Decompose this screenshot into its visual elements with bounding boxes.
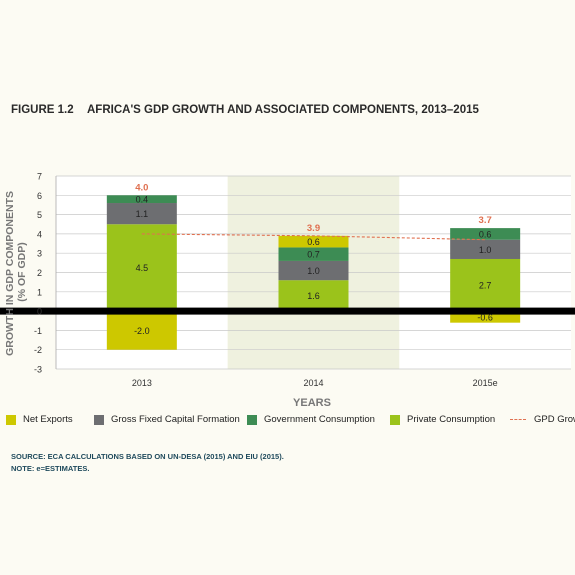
bar-segment-government-consumption-2015e: [450, 228, 521, 240]
legend-label-gross-fixed-capital-formation: Gross Fixed Capital Formation: [111, 414, 240, 425]
data-label: 0.6: [479, 229, 492, 239]
gdp-growth-line: [141, 233, 486, 241]
bar-segment-net-exports-2015e: [450, 311, 521, 323]
data-label: 1.6: [307, 291, 320, 301]
x-tick-label: 2014: [303, 378, 323, 388]
legend-label-gdp-growth: GPD Growth: [534, 414, 575, 425]
figure-number: FIGURE 1.2: [11, 104, 74, 116]
gdp-growth-label: 4.0: [135, 182, 148, 193]
y-tick-label: 3: [37, 249, 42, 259]
bar-segment-gross-fixed-capital-formation-2013: [106, 203, 177, 225]
legend-swatch-net-exports: [6, 414, 16, 425]
chart-data-labels: 4.5 1.1 0.4 -2.0 1.6 1.0 0.7 0.6 2.7 1.0 0.6 -0.6 4.…: [134, 182, 493, 336]
data-label: 0.6: [307, 237, 320, 247]
bar-segment-gross-fixed-capital-formation-2015e: [450, 239, 521, 259]
gdp-growth-label: 3.9: [307, 223, 320, 234]
legend-label-government-consumption: Government Consumption: [264, 414, 375, 425]
chart-bars: [106, 195, 521, 350]
bar-segment-government-consumption-2014: [278, 247, 349, 261]
legend-label-private-consumption: Private Consumption: [407, 414, 496, 425]
data-label: 1.0: [307, 266, 320, 276]
data-label: 2.7: [479, 281, 492, 291]
y-axis-ticks: -3 -2 -1 0 1 2 3 4 5 6 7: [34, 172, 42, 375]
y-tick-label: 1: [37, 287, 42, 297]
y-tick-label: 0: [37, 307, 42, 317]
legend-swatch-gross-fixed-capital-formation: [94, 414, 104, 425]
legend-item-private-consumption: Private Consumption: [390, 414, 495, 425]
bar-segment-private-consumption-2014: [278, 280, 349, 312]
legend-item-gross-fixed-capital-formation: Gross Fixed Capital Formation: [94, 414, 240, 425]
data-label: 0.7: [307, 250, 320, 260]
y-tick-label: 5: [37, 210, 42, 220]
chart-notes: SOURCE: ECA CALCULATIONS BASED ON UN-DES…: [11, 451, 284, 475]
data-label: 1.1: [136, 209, 149, 219]
bar-segment-government-consumption-2013: [106, 195, 177, 204]
legend-swatch-government-consumption: [247, 414, 257, 425]
figure-title: FIGURE 1.2 AFRICA'S GDP GROWTH AND ASSOCI…: [11, 104, 479, 116]
chart: 4.5 1.1 0.4 -2.0 1.6 1.0 0.7 0.6 2.7 1.0 0.6 -0.6 4.…: [0, 172, 575, 409]
legend-swatch-private-consumption: [390, 414, 400, 425]
y-axis-label: GROWTH IN GDP COMPONENTS (% OF GDP): [4, 188, 28, 356]
x-axis-label: YEARS: [293, 397, 331, 409]
bar-segment-net-exports-2013: [106, 311, 177, 350]
figure-title-text: AFRICA'S GDP GROWTH AND ASSOCIATED COMPO…: [87, 104, 479, 116]
y-tick-label: 2: [37, 268, 42, 278]
data-label: 0.4: [136, 195, 149, 205]
bar-segment-net-exports-2014: [278, 235, 349, 248]
data-label: 4.5: [136, 263, 149, 273]
y-tick-label: -3: [34, 365, 42, 375]
y-tick-label: 7: [37, 172, 42, 182]
x-tick-label: 2015e: [473, 378, 498, 388]
y-tick-label: 6: [37, 191, 42, 201]
data-label: 1.0: [479, 245, 492, 255]
estimates-note: NOTE: e=ESTIMATES.: [11, 464, 90, 473]
data-label: -2.0: [134, 326, 150, 336]
legend-label-net-exports: Net Exports: [23, 414, 73, 425]
data-label: -0.6: [477, 312, 493, 322]
bar-segment-private-consumption-2015e: [450, 258, 521, 312]
x-tick-label: 2013: [132, 378, 152, 388]
y-tick-label: -2: [34, 345, 42, 355]
gdp-growth-polyline: [141, 233, 486, 241]
y-tick-label: -1: [34, 326, 42, 336]
bar-segment-private-consumption-2013: [106, 224, 177, 312]
legend-item-gdp-growth: GPD Growth: [510, 414, 575, 425]
y-axis-label-line-2: (% OF GDP): [16, 242, 28, 302]
chart-zero-line: [0, 307, 575, 315]
legend-item-net-exports: Net Exports: [6, 414, 73, 425]
gdp-growth-label: 3.7: [479, 215, 492, 226]
chart-legend: Net Exports Gross Fixed Capital Formatio…: [6, 414, 575, 430]
source-note: SOURCE: ECA CALCULATIONS BASED ON UN-DES…: [11, 452, 284, 461]
legend-swatch-gdp-growth: [510, 419, 526, 420]
x-axis-ticks: 2013 2014 2015e: [132, 378, 498, 388]
y-tick-label: 4: [37, 229, 42, 239]
zero-axis-line: [0, 307, 575, 315]
legend-item-government-consumption: Government Consumption: [247, 414, 375, 425]
bar-segment-gross-fixed-capital-formation-2014: [278, 260, 349, 281]
y-axis-label-line-1: GROWTH IN GDP COMPONENTS: [4, 191, 16, 356]
